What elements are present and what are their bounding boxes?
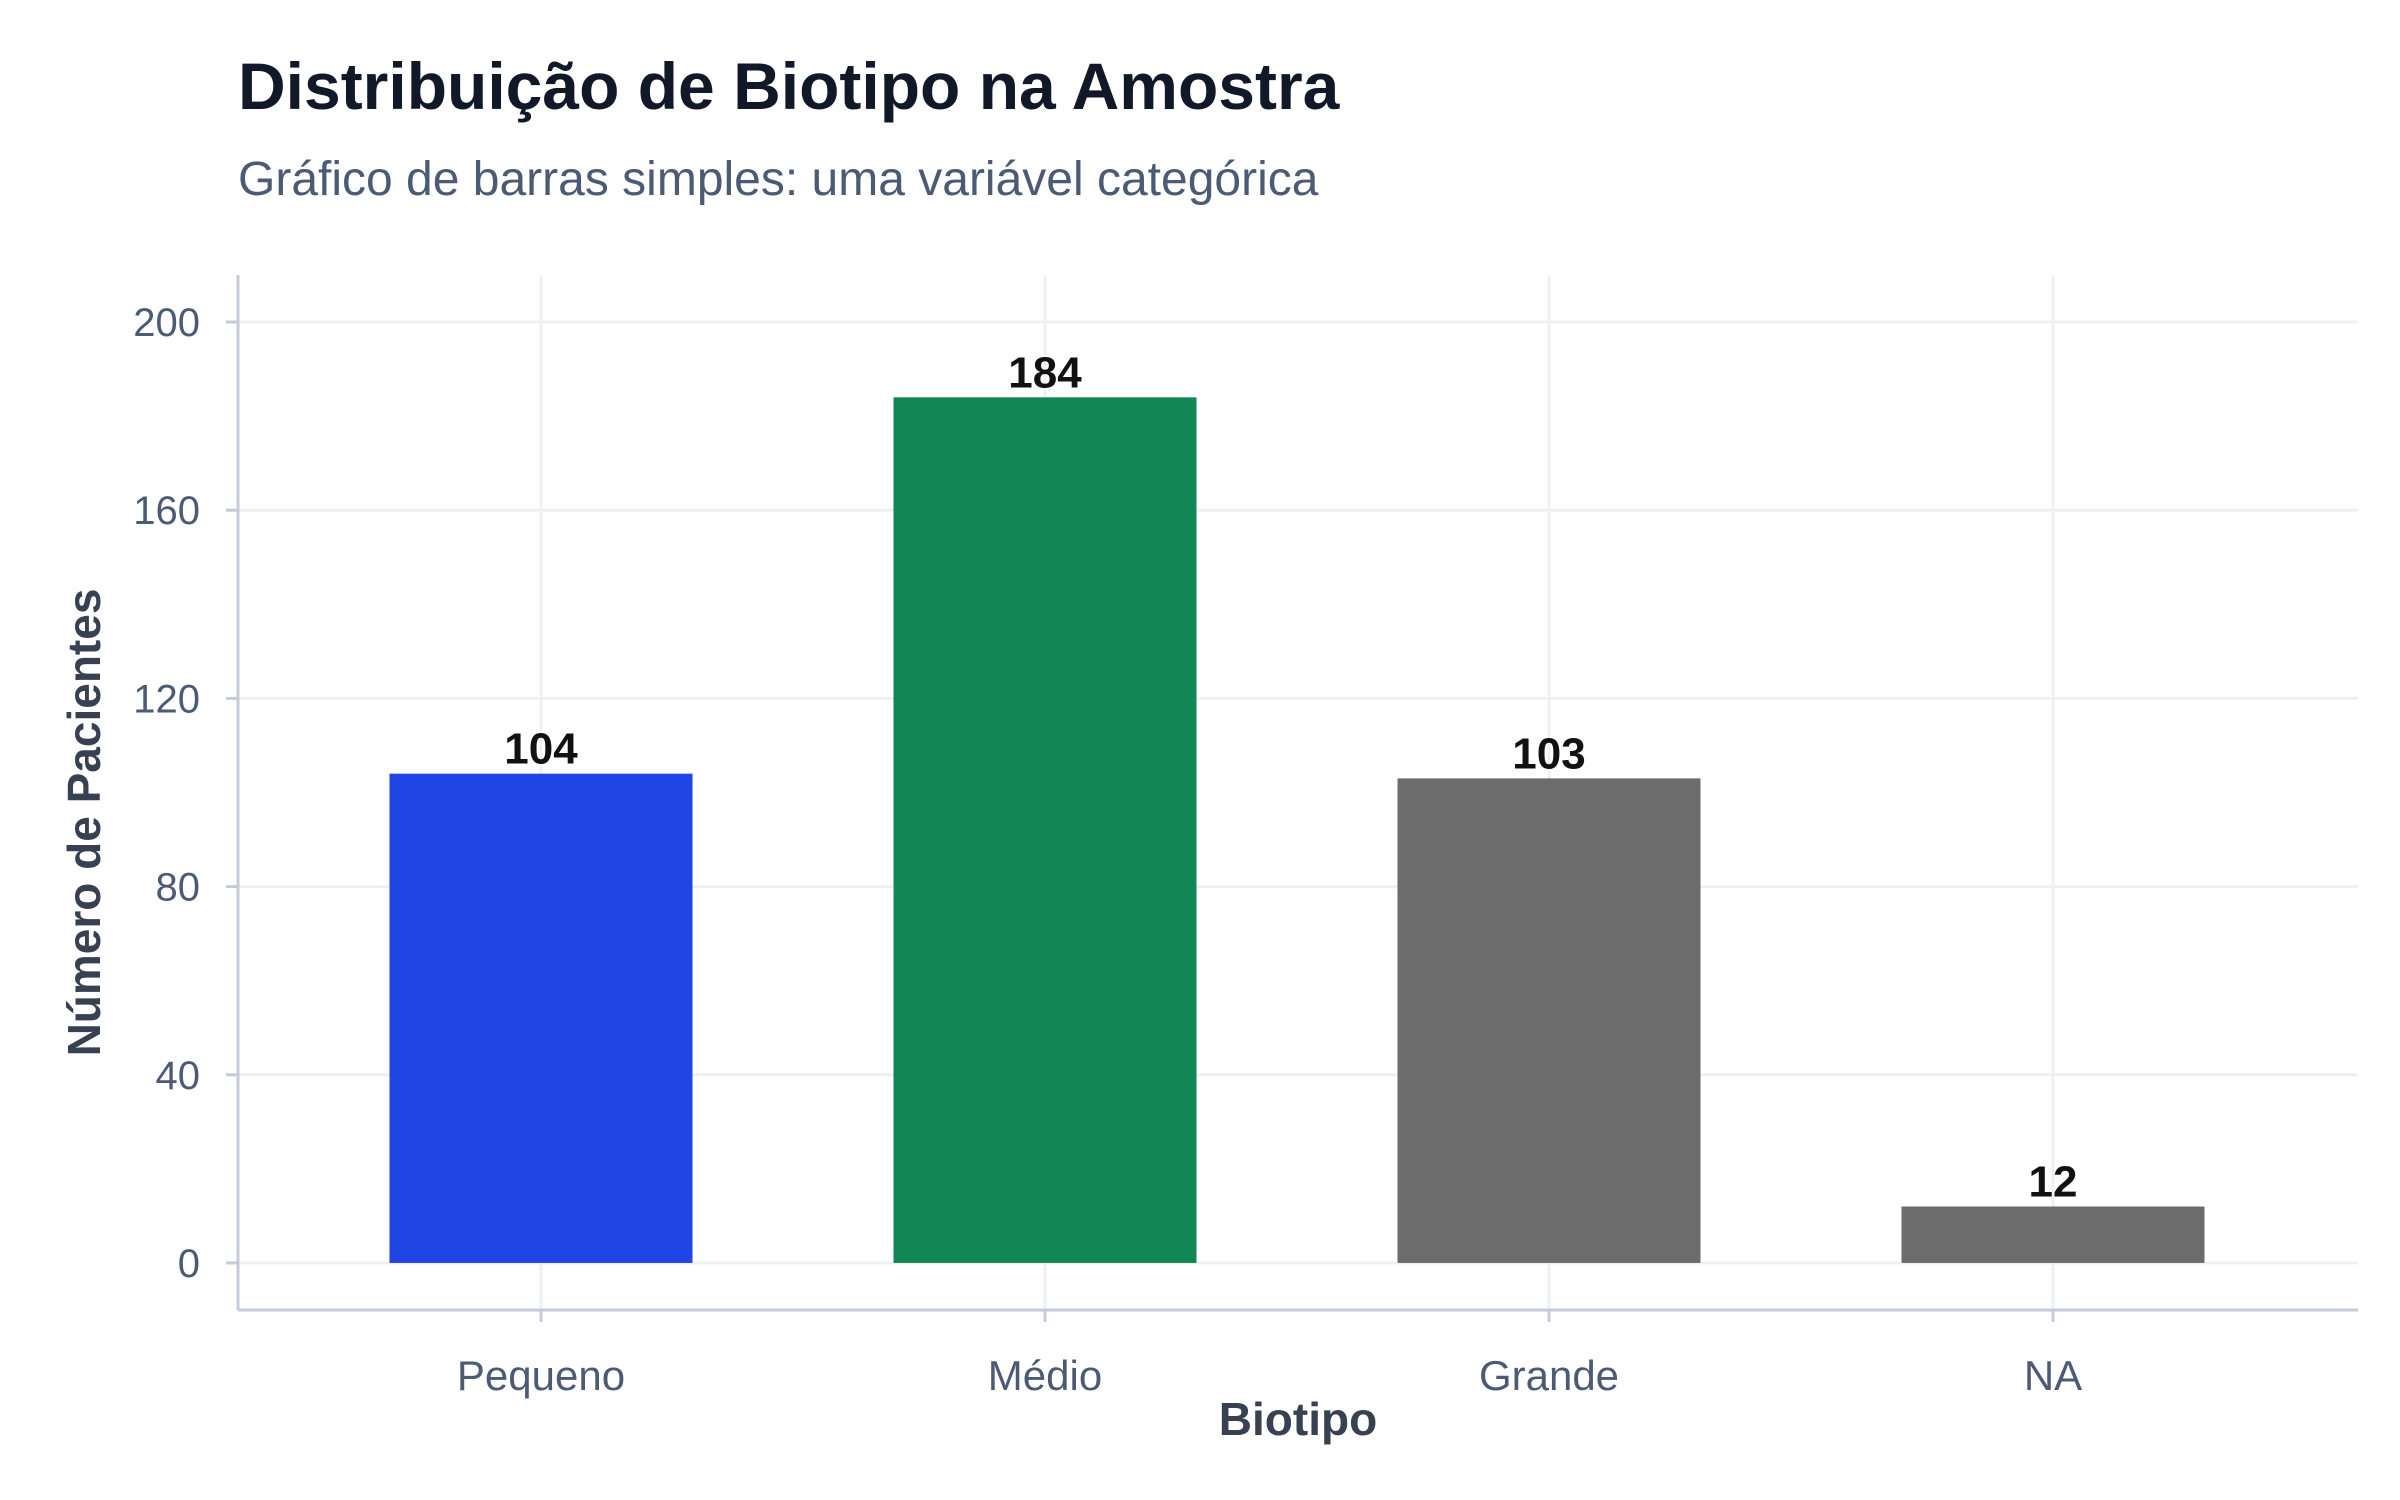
chart-title: Distribuição de Biotipo na Amostra bbox=[238, 49, 1340, 123]
bar bbox=[893, 397, 1197, 1263]
axis-layer bbox=[236, 275, 2358, 1312]
label-layer: 104 184 103 12 bbox=[504, 348, 2077, 1206]
y-tick-label: 0 bbox=[178, 1242, 200, 1286]
y-tick-label: 160 bbox=[133, 489, 200, 533]
y-axis-label: Número de Pacientes bbox=[58, 589, 110, 1057]
y-tick-label: 40 bbox=[156, 1054, 201, 1098]
bar-value-label: 12 bbox=[2029, 1158, 2078, 1207]
bar bbox=[1901, 1206, 2205, 1263]
y-tick-label: 120 bbox=[133, 677, 200, 721]
x-tick-label: NA bbox=[2024, 1352, 2082, 1399]
bar-layer bbox=[389, 397, 2205, 1263]
bar bbox=[389, 773, 693, 1263]
y-tick-label: 200 bbox=[133, 301, 200, 345]
x-tick-label: Pequeno bbox=[457, 1352, 625, 1399]
x-tick-label: Médio bbox=[988, 1352, 1102, 1399]
bar-value-label: 104 bbox=[504, 725, 578, 774]
tick-layer: 0 40 80 120 160 200 Pequeno Médio Grande NA bbox=[133, 301, 2082, 1399]
bar-value-label: 103 bbox=[1512, 729, 1585, 778]
chart-subtitle: Gráfico de barras simples: uma variável … bbox=[238, 153, 1319, 206]
bar bbox=[1397, 778, 1701, 1263]
bar-value-label: 184 bbox=[1008, 348, 1082, 397]
x-axis-label: Biotipo bbox=[1219, 1393, 1377, 1445]
y-tick-label: 80 bbox=[156, 866, 201, 910]
x-tick-label: Grande bbox=[1479, 1352, 1619, 1399]
